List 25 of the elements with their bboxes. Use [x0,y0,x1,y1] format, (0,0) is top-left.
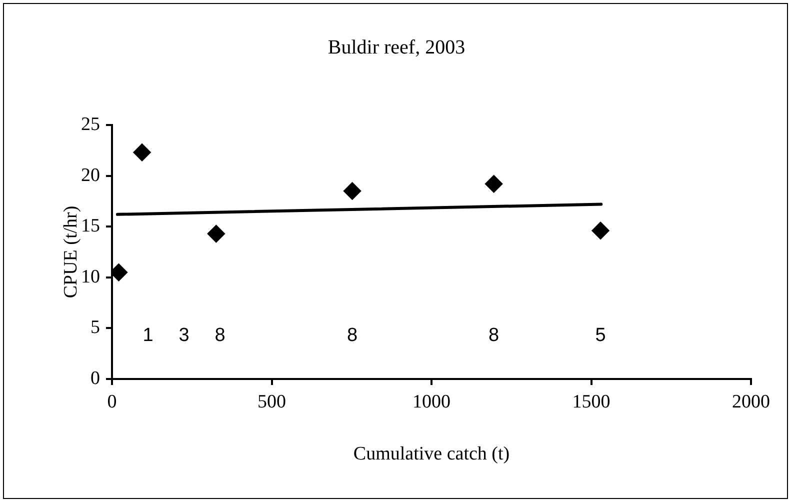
y-tick-label: 25 [81,114,100,135]
annotation: 8 [214,325,226,346]
x-tick-label: 2000 [732,391,770,412]
x-tick-label: 0 [107,391,117,412]
point [592,222,610,240]
y-tick-label: 5 [90,317,100,338]
y-axis-title: CPUE (t/hr) [60,206,82,298]
x-axis-title: Cumulative catch (t) [353,444,510,465]
annotation: 3 [178,325,190,346]
annotation: 8 [346,325,358,346]
point [485,175,502,192]
point [208,225,225,242]
chart-title: Buldir reef, 2003 [328,36,466,58]
x-tick-label: 1000 [412,391,450,412]
point [134,144,151,161]
y-tick-label: 0 [90,368,100,389]
annotation: 1 [142,325,154,346]
annotation: 5 [595,325,606,346]
y-tick-label: 20 [81,164,100,186]
y-tick-label: 10 [81,266,100,288]
x-tick-label: 1500 [572,391,610,412]
x-tick-label: 500 [258,391,286,412]
y-tick-label: 15 [81,216,100,237]
annotation: 8 [488,325,500,346]
point [344,182,361,200]
